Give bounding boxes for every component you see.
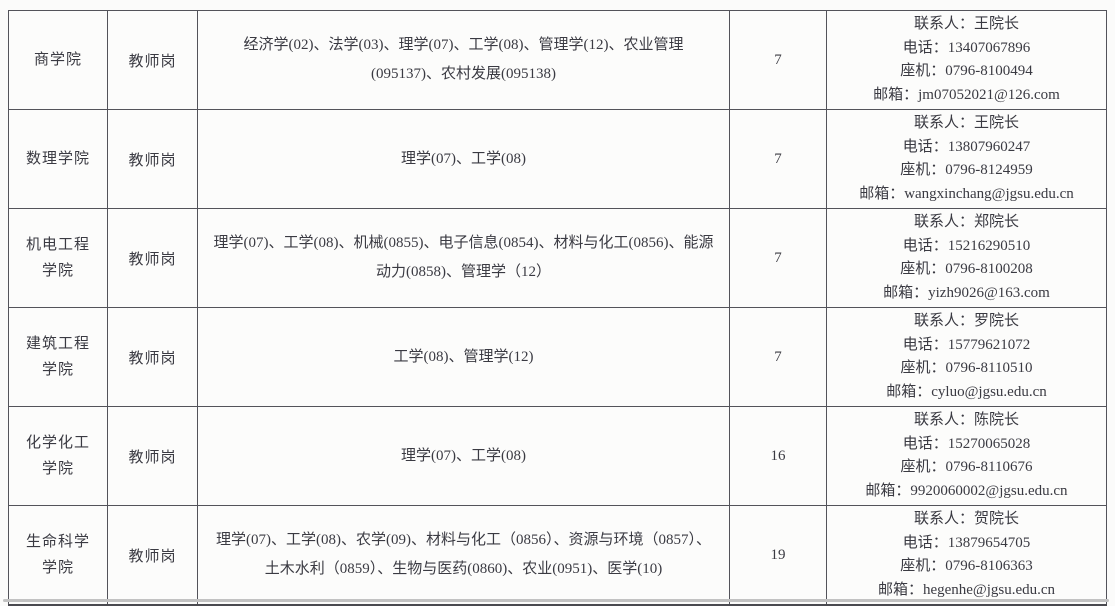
college-cell: 数理学院: [8, 109, 108, 209]
table-row: 建筑工程学院 教师岗 工学(08)、管理学(12) 7 联系人：罗院长 电话：1…: [8, 307, 1107, 407]
contact-phone: 电话：13807960247: [902, 138, 1031, 155]
disciplines-cell: 理学(07)、工学(08): [197, 406, 730, 506]
contact-landline: 座机：0796-8110510: [900, 360, 1033, 376]
count-cell: 7: [729, 307, 827, 407]
contact-person: 联系人：王院长: [913, 115, 1019, 131]
contact-email: 邮箱：yizh9026@163.com: [883, 284, 1050, 301]
contact-email: 邮箱：hegenhe@jgsu.edu.cn: [877, 581, 1056, 598]
contact-phone: 电话：15216290510: [902, 237, 1031, 254]
count-cell: 19: [729, 505, 827, 606]
post-cell: 教师岗: [107, 208, 198, 308]
contact-email: 邮箱：cyluo@jgsu.edu.cn: [886, 383, 1047, 400]
count-cell: 16: [729, 406, 827, 506]
contact-person: 联系人：陈院长: [913, 412, 1019, 428]
contact-cell: 联系人：王院长 电话：13407067896 座机：0796-8100494 邮…: [826, 10, 1107, 110]
table-row: 化学化工学院 教师岗 理学(07)、工学(08) 16 联系人：陈院长 电话：1…: [8, 406, 1107, 506]
contact-phone: 电话：13879654705: [902, 534, 1031, 551]
count-cell: 7: [729, 109, 827, 209]
contact-landline: 座机：0796-8106363: [900, 558, 1033, 574]
contact-cell: 联系人：王院长 电话：13807960247 座机：0796-8124959 邮…: [826, 109, 1107, 209]
post-cell: 教师岗: [107, 10, 198, 110]
contact-phone: 电话：13407067896: [902, 39, 1031, 56]
contact-landline: 座机：0796-8110676: [900, 459, 1033, 475]
contact-person: 联系人：贺院长: [913, 511, 1019, 527]
recruitment-table: 商学院 教师岗 经济学(02)、法学(03)、理学(07)、工学(08)、管理学…: [8, 10, 1107, 606]
disciplines-cell: 理学(07)、工学(08)、机械(0855)、电子信息(0854)、材料与化工(…: [197, 208, 730, 308]
post-cell: 教师岗: [107, 406, 198, 506]
post-cell: 教师岗: [107, 109, 198, 209]
contact-cell: 联系人：贺院长 电话：13879654705 座机：0796-8106363 邮…: [826, 505, 1107, 606]
contact-landline: 座机：0796-8100208: [900, 261, 1033, 277]
contact-email: 邮箱：jm07052021@126.com: [873, 86, 1060, 103]
count-cell: 7: [729, 10, 827, 110]
contact-email: 邮箱：wangxinchang@jgsu.edu.cn: [859, 185, 1074, 202]
contact-cell: 联系人：郑院长 电话：15216290510 座机：0796-8100208 邮…: [826, 208, 1107, 308]
college-cell: 生命科学学院: [8, 505, 108, 606]
contact-person: 联系人：王院长: [913, 16, 1019, 32]
table-row: 机电工程学院 教师岗 理学(07)、工学(08)、机械(0855)、电子信息(0…: [8, 208, 1107, 308]
contact-cell: 联系人：陈院长 电话：15270065028 座机：0796-8110676 邮…: [826, 406, 1107, 506]
contact-person: 联系人：郑院长: [913, 214, 1019, 230]
table-row: 商学院 教师岗 经济学(02)、法学(03)、理学(07)、工学(08)、管理学…: [8, 10, 1107, 110]
contact-landline: 座机：0796-8124959: [900, 162, 1033, 178]
disciplines-cell: 理学(07)、工学(08): [197, 109, 730, 209]
contact-phone: 电话：15779621072: [902, 336, 1031, 353]
contact-person: 联系人：罗院长: [913, 313, 1019, 329]
disciplines-cell: 经济学(02)、法学(03)、理学(07)、工学(08)、管理学(12)、农业管…: [197, 10, 730, 110]
contact-email: 邮箱：9920060002@jgsu.edu.cn: [865, 482, 1068, 499]
post-cell: 教师岗: [107, 505, 198, 606]
contact-cell: 联系人：罗院长 电话：15779621072 座机：0796-8110510 邮…: [826, 307, 1107, 407]
table-body: 商学院 教师岗 经济学(02)、法学(03)、理学(07)、工学(08)、管理学…: [8, 10, 1107, 606]
college-cell: 化学化工学院: [8, 406, 108, 506]
table-row: 生命科学学院 教师岗 理学(07)、工学(08)、农学(09)、材料与化工（08…: [8, 505, 1107, 606]
college-cell: 商学院: [8, 10, 108, 110]
scan-artifact-line: [3, 599, 1109, 602]
post-cell: 教师岗: [107, 307, 198, 407]
college-cell: 机电工程学院: [8, 208, 108, 308]
contact-landline: 座机：0796-8100494: [900, 63, 1033, 79]
table-row: 数理学院 教师岗 理学(07)、工学(08) 7 联系人：王院长 电话：1380…: [8, 109, 1107, 209]
disciplines-cell: 理学(07)、工学(08)、农学(09)、材料与化工（0856）、资源与环境（0…: [197, 505, 730, 606]
disciplines-cell: 工学(08)、管理学(12): [197, 307, 730, 407]
contact-phone: 电话：15270065028: [902, 435, 1031, 452]
college-cell: 建筑工程学院: [8, 307, 108, 407]
count-cell: 7: [729, 208, 827, 308]
